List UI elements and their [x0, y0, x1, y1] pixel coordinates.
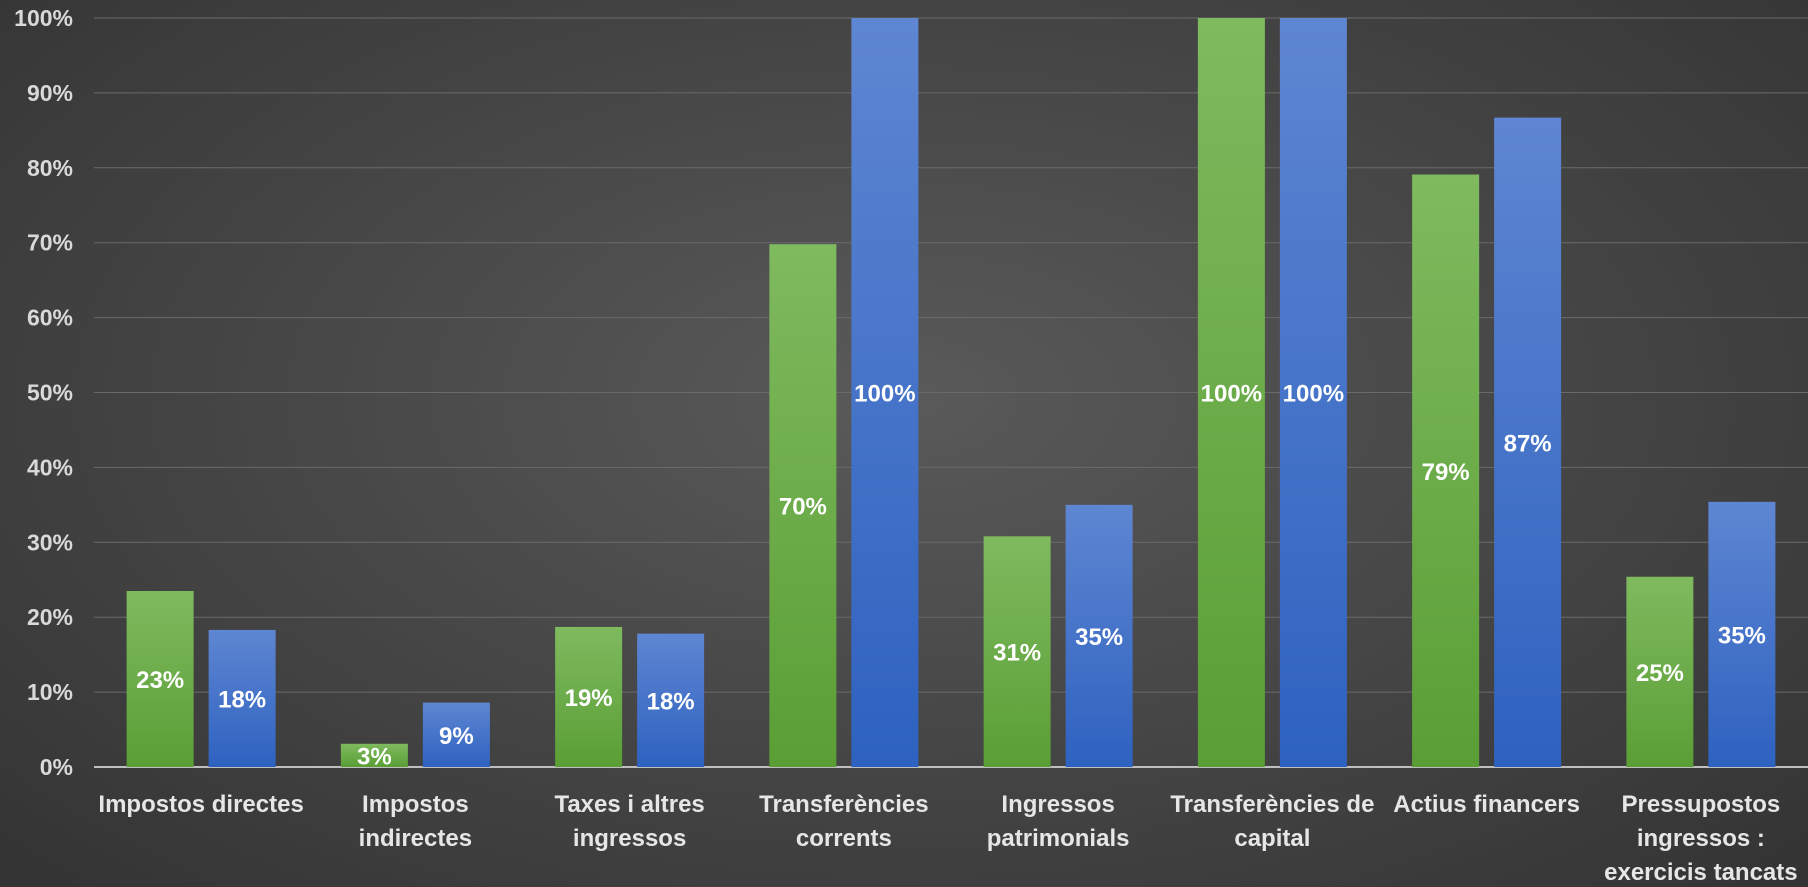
bar-series-2 — [1279, 18, 1347, 767]
x-category-label-line: Impostos directes — [98, 791, 303, 818]
y-tick-label: 20% — [27, 604, 73, 630]
x-category-label-line: Impostos — [362, 791, 469, 818]
data-label: 87% — [1504, 430, 1552, 457]
data-label: 100% — [854, 381, 915, 408]
y-tick-label: 30% — [27, 529, 73, 555]
data-label: 100% — [1283, 381, 1344, 408]
x-axis-categories: Impostos directes Impostos indirectes Taxes… — [98, 791, 1797, 886]
x-category-label: Actius financers — [1393, 791, 1580, 818]
x-category-label: Impostos directes — [98, 791, 303, 818]
data-label: 23% — [136, 667, 184, 694]
data-label: 100% — [1201, 381, 1262, 408]
bar-series-1 — [126, 590, 194, 767]
x-category-label-line: Taxes i altres — [554, 791, 704, 818]
bars — [126, 18, 1776, 767]
x-category-label-line: ingressos — [573, 825, 686, 852]
x-category-label-line: patrimonials — [987, 825, 1130, 852]
y-tick-label: 90% — [27, 80, 73, 106]
bar-series-2 — [1494, 117, 1562, 767]
bar-series-2 — [422, 702, 490, 767]
data-label: 70% — [779, 494, 827, 521]
data-label: 19% — [565, 685, 613, 712]
x-category-label-line: Actius financers — [1393, 791, 1580, 818]
bar-series-1 — [555, 626, 623, 767]
data-label: 79% — [1422, 459, 1470, 486]
x-category-label-line: exercicis tancats — [1604, 859, 1797, 886]
y-tick-label: 60% — [27, 305, 73, 331]
bar-series-2 — [851, 18, 919, 767]
x-category-label-line: corrents — [796, 825, 892, 852]
bar-series-2 — [1708, 501, 1776, 767]
x-category-label-line: Transferències de — [1170, 791, 1374, 818]
bar-series-2 — [1065, 504, 1133, 767]
x-category-label-line: Pressupostos — [1622, 791, 1781, 818]
y-tick-label: 0% — [40, 754, 73, 780]
x-category-label-line: indirectes — [359, 825, 472, 852]
bar-series-1 — [769, 244, 837, 767]
bar-series-1 — [1626, 576, 1694, 767]
bar-series-2 — [637, 633, 705, 767]
y-tick-label: 50% — [27, 380, 73, 406]
y-axis-ticks: 0% 10% 20% 30% 40% 50% 60% 70% 80% 90% 100% — [14, 5, 73, 780]
data-label: 3% — [357, 743, 392, 770]
y-tick-label: 80% — [27, 155, 73, 181]
x-category-label: Taxes i altres ingressos — [554, 791, 704, 852]
data-label: 35% — [1075, 624, 1123, 651]
x-category-label-line: capital — [1234, 825, 1310, 852]
data-label: 18% — [218, 686, 266, 713]
data-labels: 23% 18% 3% 9% 19% 18% 70% 100% 31% 35% 100% 100% 79%… — [136, 381, 1766, 771]
bar-series-1 — [1197, 18, 1265, 767]
bar-series-2 — [208, 629, 276, 767]
x-category-label-line: Ingressos — [1001, 791, 1114, 818]
data-label: 9% — [439, 723, 474, 750]
x-category-label: Pressupostos ingressos : exercicis tancats — [1604, 791, 1797, 886]
data-label: 25% — [1636, 660, 1684, 687]
y-tick-label: 40% — [27, 454, 73, 480]
x-category-label: Ingressos patrimonials — [987, 791, 1130, 852]
y-tick-label: 100% — [14, 5, 73, 31]
bar-series-1 — [983, 536, 1051, 767]
bar-series-1 — [340, 743, 408, 767]
x-category-label-line: ingressos : — [1637, 825, 1765, 852]
data-label: 18% — [647, 688, 695, 715]
x-category-label: Impostos indirectes — [359, 791, 472, 852]
bar-series-1 — [1412, 174, 1480, 767]
x-category-label: Transferències corrents — [759, 791, 928, 852]
data-label: 31% — [993, 640, 1041, 667]
x-category-label-line: Transferències — [759, 791, 928, 818]
y-tick-label: 10% — [27, 679, 73, 705]
x-category-label: Transferències de capital — [1170, 791, 1374, 852]
data-label: 35% — [1718, 622, 1766, 649]
y-tick-label: 70% — [27, 230, 73, 256]
